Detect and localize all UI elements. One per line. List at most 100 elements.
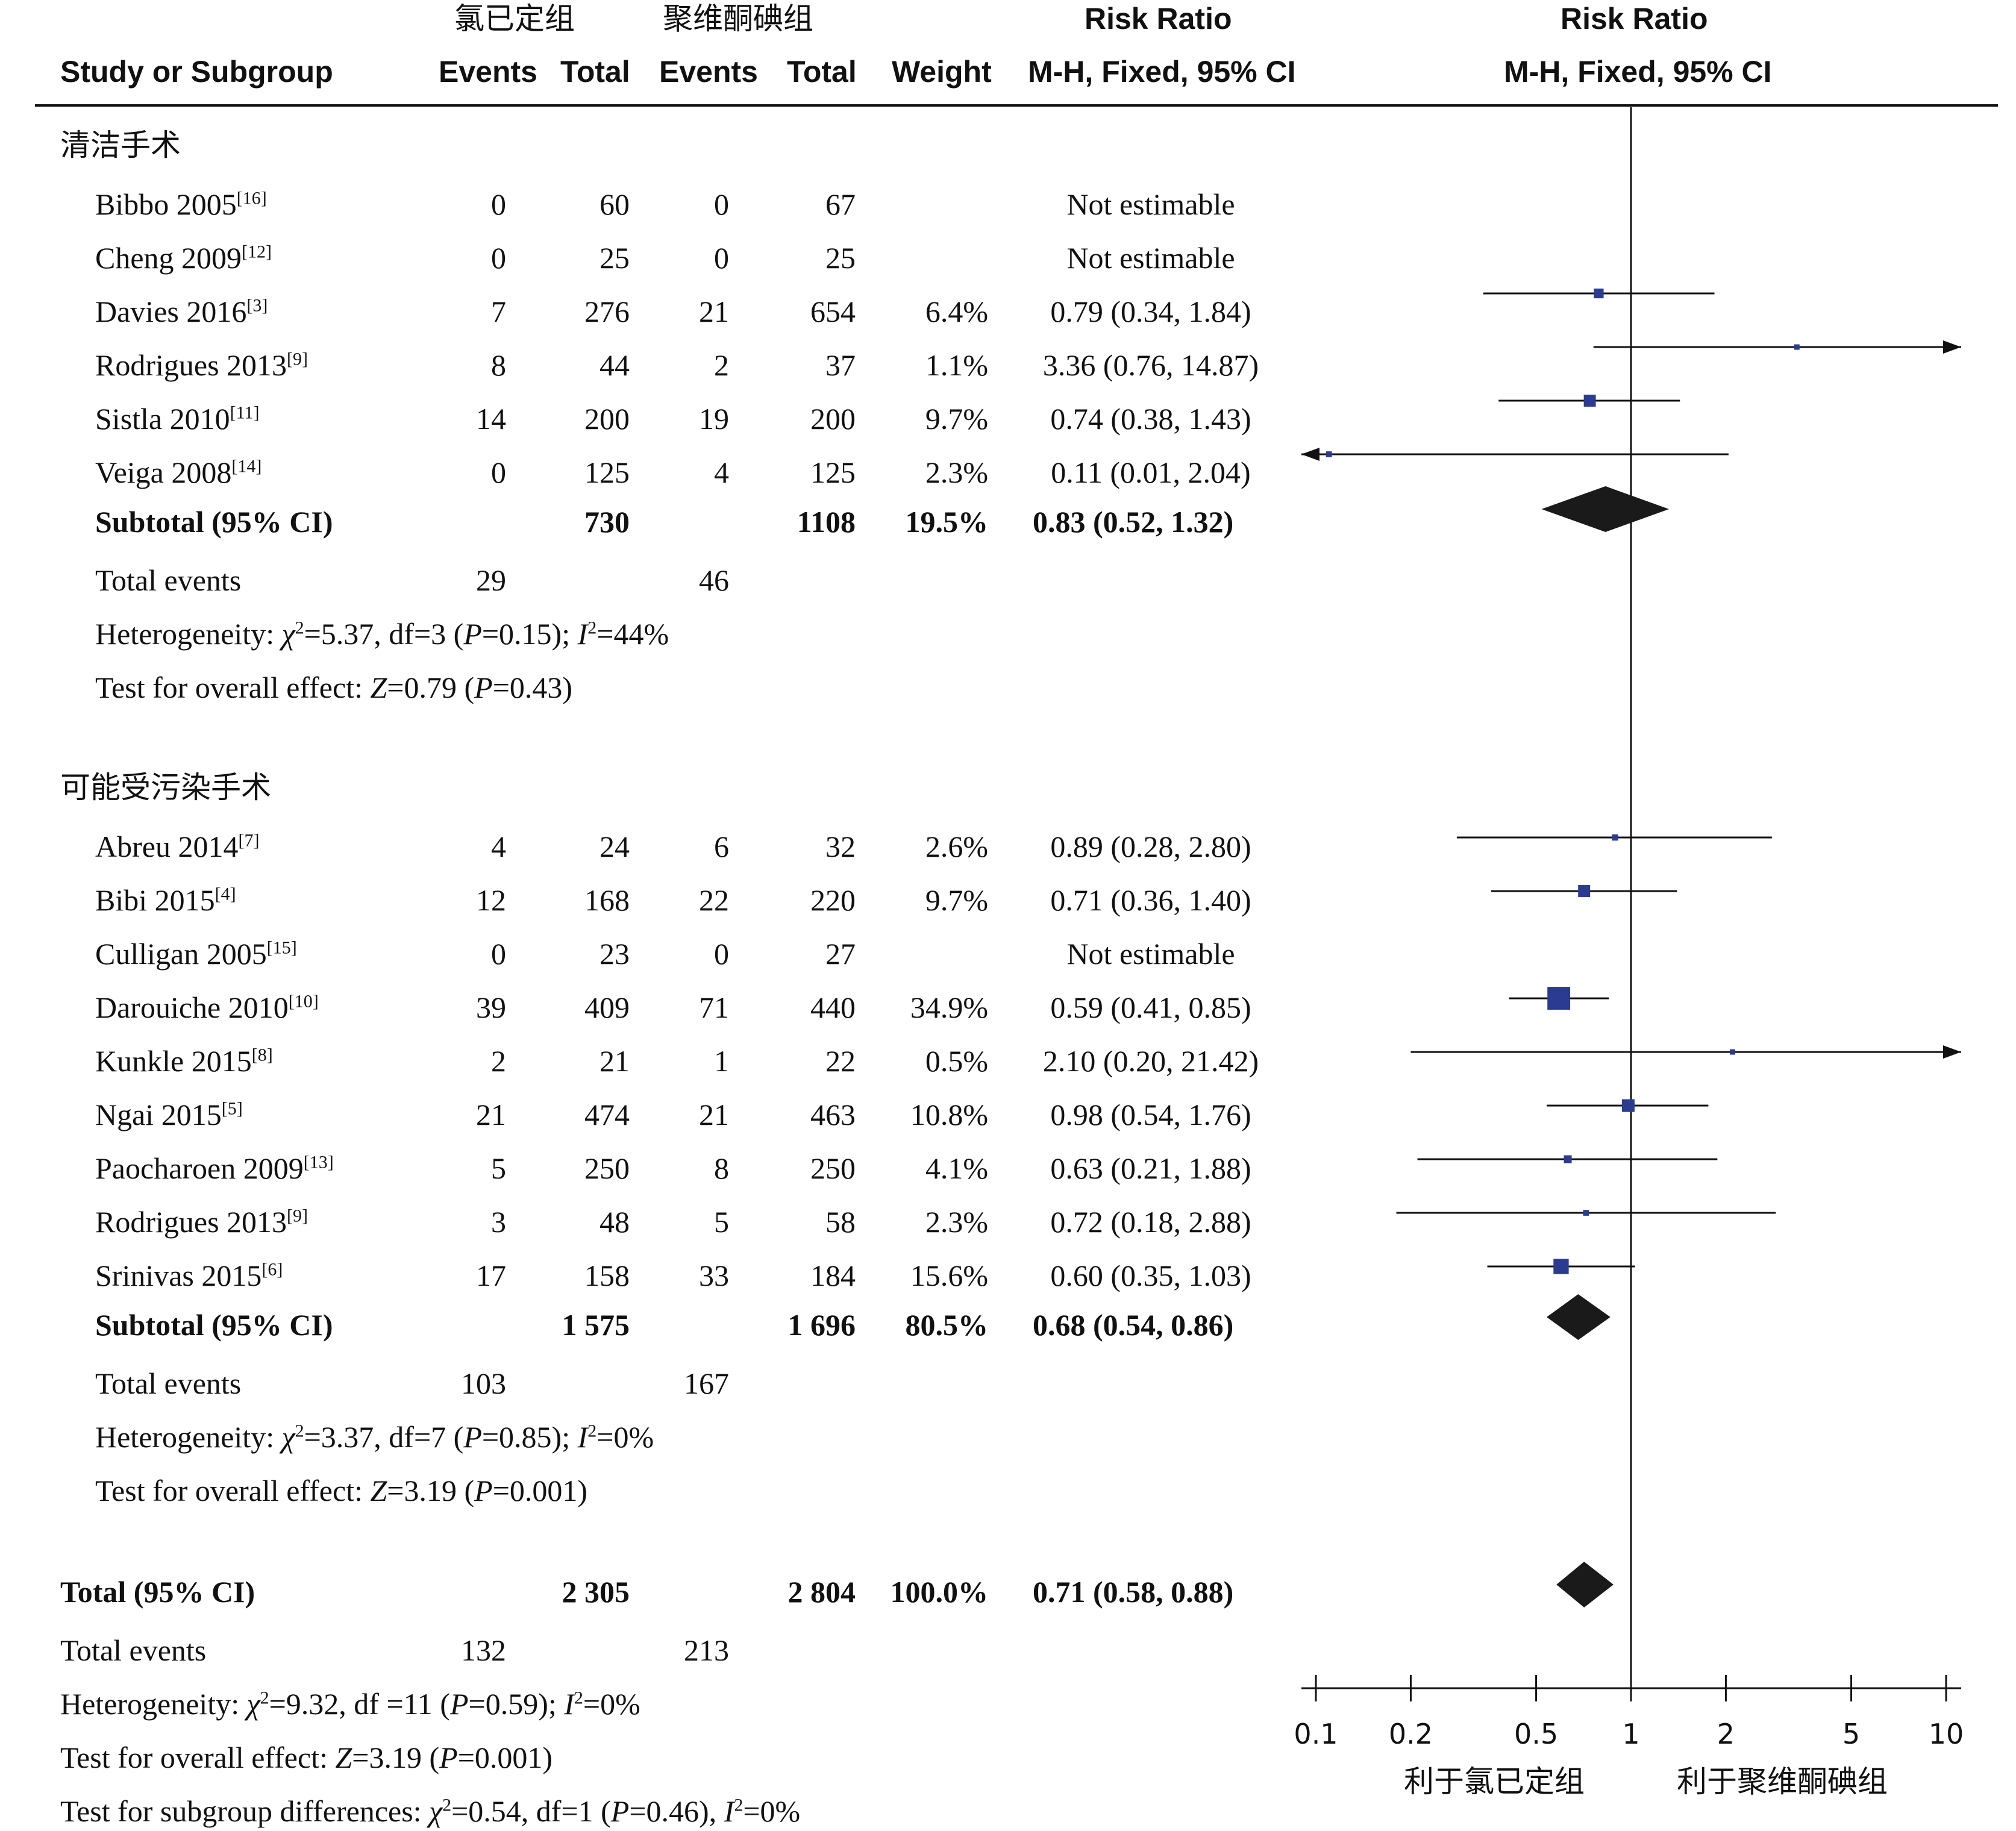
events1-cell: 3 [491, 1205, 506, 1239]
ci-cell: Not estimable [1066, 241, 1235, 275]
total-events-label: Total events [60, 1633, 207, 1667]
total-label: Total (95% CI) [60, 1575, 255, 1609]
total2-cell: 654 [810, 295, 856, 328]
total1-cell: 60 [599, 187, 630, 221]
point-marker [1594, 288, 1604, 299]
events2-cell: 33 [699, 1259, 729, 1292]
events2-cell: 22 [699, 883, 729, 917]
total-events-2: 46 [699, 563, 729, 597]
overall-effect-text: Test for overall effect: Z=3.19 (P=0.001… [60, 1741, 553, 1774]
study-name: Rodrigues 2013[9] [95, 1205, 308, 1239]
total2-cell: 200 [810, 402, 856, 436]
events2-cell: 21 [699, 295, 729, 328]
ci-arrow-right [1943, 1045, 1961, 1059]
study-name: Sistla 2010[11] [95, 402, 260, 436]
total-events-1: 29 [476, 563, 506, 597]
header-weight: Weight [892, 55, 992, 89]
subgroup-differences-text: Test for subgroup differences: χ2=0.54, … [60, 1794, 801, 1828]
header-group2: 聚维酮碘组 [663, 1, 813, 36]
point-marker [1547, 987, 1571, 1010]
total2-cell: 32 [825, 830, 856, 863]
weight-cell: 2.6% [925, 830, 988, 863]
subtotal-total1: 730 [584, 505, 630, 539]
point-marker [1730, 1049, 1736, 1055]
summary-diamond [1556, 1562, 1614, 1607]
total1-cell: 276 [584, 295, 630, 328]
point-marker [1326, 451, 1332, 457]
total2-cell: 22 [825, 1044, 856, 1078]
header-total1: Total [560, 55, 630, 89]
x-tick-label: 10 [1929, 1718, 1964, 1750]
total2-cell: 250 [810, 1151, 856, 1185]
favours-right-label: 利于聚维酮碘组 [1677, 1764, 1888, 1799]
study-name: Paocharoen 2009[13] [95, 1151, 334, 1185]
events1-cell: 8 [491, 348, 506, 382]
point-marker [1794, 344, 1800, 350]
events2-cell: 21 [699, 1098, 729, 1131]
study-name: Darouiche 2010[10] [95, 991, 319, 1024]
header-study: Study or Subgroup [60, 55, 333, 89]
total1-cell: 168 [584, 883, 630, 917]
total2-cell: 184 [810, 1259, 856, 1292]
total2-cell: 463 [810, 1098, 856, 1131]
total-weight: 100.0% [890, 1575, 989, 1609]
subtotal-weight: 80.5% [905, 1308, 989, 1342]
overall-effect-text: Test for overall effect: Z=0.79 (P=0.43) [95, 671, 573, 704]
events2-cell: 0 [714, 937, 729, 971]
events1-cell: 17 [476, 1259, 506, 1292]
ci-cell: 0.59 (0.41, 0.85) [1050, 991, 1251, 1024]
total2-cell: 440 [810, 991, 856, 1024]
study-name: Cheng 2009[12] [95, 241, 272, 275]
point-marker [1621, 1099, 1635, 1112]
events1-cell: 4 [491, 830, 506, 863]
events1-cell: 7 [491, 295, 506, 328]
subtotal-ci: 0.68 (0.54, 0.86) [1033, 1308, 1234, 1342]
weight-cell: 10.8% [910, 1098, 988, 1131]
total2-cell: 58 [825, 1205, 856, 1239]
ci-cell: Not estimable [1066, 937, 1235, 971]
events1-cell: 0 [491, 241, 506, 275]
study-name: Abreu 2014[7] [95, 830, 260, 863]
study-name: Culligan 2005[15] [95, 937, 297, 971]
ci-arrow-right [1943, 340, 1961, 354]
subtotal-label: Subtotal (95% CI) [95, 1308, 333, 1342]
events2-cell: 1 [714, 1044, 729, 1078]
x-tick-label: 0.1 [1294, 1718, 1338, 1750]
header-group1: 氯已定组 [454, 1, 575, 36]
ci-cell: 0.63 (0.21, 1.88) [1050, 1151, 1251, 1185]
total-events-label: Total events [95, 563, 242, 597]
total1-cell: 44 [599, 348, 630, 382]
weight-cell: 15.6% [910, 1259, 988, 1292]
events2-cell: 19 [699, 402, 729, 436]
total-events-2: 167 [684, 1366, 729, 1400]
study-name: Davies 2016[3] [95, 295, 268, 328]
total-events-1: 103 [461, 1366, 506, 1400]
summary-diamond [1541, 486, 1670, 532]
ci-cell: 0.11 (0.01, 2.04) [1051, 455, 1251, 489]
header-risk-ratio-table: Risk Ratio [1085, 2, 1232, 36]
events2-cell: 0 [714, 187, 729, 221]
study-name: Bibbo 2005[16] [95, 187, 267, 221]
ci-cell: 0.79 (0.34, 1.84) [1050, 295, 1251, 328]
total1-cell: 200 [584, 402, 630, 436]
x-tick-label: 0.2 [1389, 1718, 1433, 1750]
total2-cell: 27 [825, 937, 856, 971]
total2-cell: 220 [810, 883, 856, 917]
total1-cell: 48 [599, 1205, 630, 1239]
total-ci: 0.71 (0.58, 0.88) [1033, 1575, 1234, 1609]
total1-cell: 409 [584, 991, 630, 1024]
total1-cell: 23 [599, 937, 630, 971]
total-events-label: Total events [95, 1366, 242, 1400]
point-marker [1583, 1210, 1589, 1216]
total1-cell: 21 [599, 1044, 630, 1078]
weight-cell: 9.7% [925, 883, 988, 917]
weight-cell: 2.3% [925, 455, 988, 489]
subtotal-total2: 1108 [797, 505, 856, 539]
heterogeneity-text: Heterogeneity: χ2=9.32, df =11 (P=0.59);… [60, 1687, 640, 1721]
heterogeneity-text: Heterogeneity: χ2=5.37, df=3 (P=0.15); I… [95, 617, 669, 651]
events2-cell: 4 [714, 455, 729, 489]
total-events-1: 132 [461, 1633, 506, 1667]
point-marker [1578, 885, 1591, 897]
total1-cell: 250 [584, 1151, 630, 1185]
